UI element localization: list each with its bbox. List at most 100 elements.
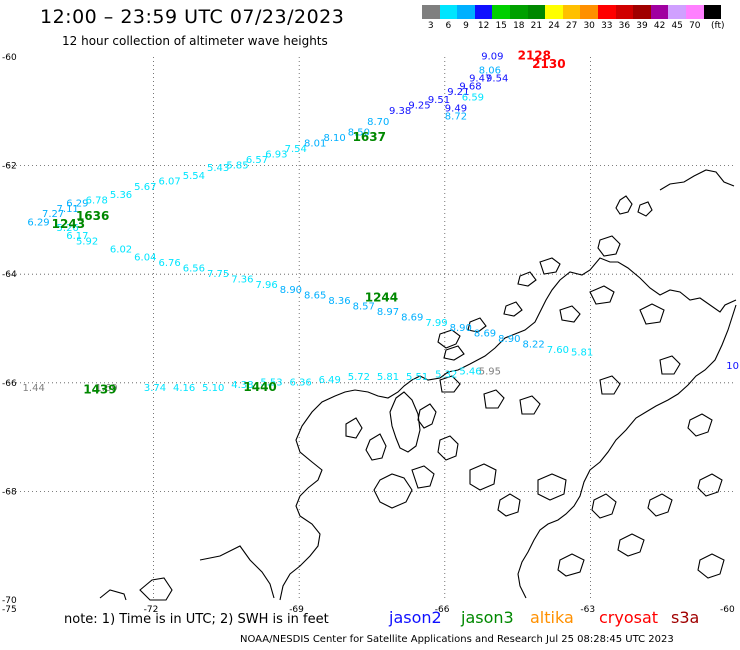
wave-height-value: 9.09: [481, 52, 503, 63]
map-subtitle: 12 hour collection of altimeter wave hei…: [62, 34, 328, 48]
wave-height-value: 9.68: [459, 82, 481, 93]
legend-swatch: [527, 5, 546, 19]
legend-swatch: [457, 5, 475, 19]
wave-height-value: 8.50: [348, 128, 370, 139]
legend-swatch: [615, 5, 634, 19]
wave-height-value: 9.21: [447, 87, 469, 98]
footer-note: note: 1) Time is in UTC; 2) SWH is in fe…: [64, 612, 329, 627]
footer-credit: NOAA/NESDIS Center for Satellite Applica…: [240, 634, 674, 645]
wave-height-value: 7.54: [285, 144, 307, 155]
wave-height-value: 9.47: [469, 73, 491, 84]
wave-height-value: 5.72: [348, 372, 370, 383]
wave-height-value: 7.27: [42, 209, 64, 220]
pass-time-label: 1243: [52, 217, 85, 231]
wave-height-value: 6.29: [66, 198, 88, 209]
legend-level-label: 27: [565, 21, 578, 31]
wave-height-value: 6.57: [246, 155, 268, 166]
lon-tick-label: -60: [720, 605, 735, 615]
wave-height-value: 6.36: [289, 378, 311, 389]
wave-height-value: 8.06: [479, 65, 501, 76]
legend-swatch: [580, 5, 598, 19]
color-legend: [422, 5, 722, 19]
wave-height-value: 5.81: [571, 348, 593, 359]
legend-swatch: [633, 5, 651, 19]
legend-level-label: 39: [636, 21, 648, 31]
wave-height-value: 5.26: [57, 223, 79, 234]
wave-height-value: 3.74: [144, 383, 166, 394]
legend-unit: (ft): [711, 21, 725, 31]
wave-height-value: 5.67: [134, 182, 156, 193]
wave-height-value: 7.99: [425, 318, 447, 329]
satellite-legend-item: jason2: [389, 608, 442, 627]
legend-swatch: [685, 5, 704, 19]
wave-height-value: 8.69: [401, 312, 423, 323]
pass-time-label: 1244: [365, 290, 398, 304]
satellite-legend-item: cryosat: [599, 608, 659, 627]
pass-time-label: 2128: [518, 49, 551, 63]
coastline: [99, 169, 737, 601]
lat-tick-label: -64: [2, 270, 17, 280]
wave-height-value: 8.72: [445, 111, 467, 122]
wave-height-value: 5.43: [207, 163, 229, 174]
legend-level-label: 36: [618, 21, 631, 31]
wave-height-value: 6.93: [265, 149, 287, 160]
wave-height-value: 6.07: [158, 177, 180, 188]
lat-tick-label: -62: [2, 162, 17, 172]
legend-level-label: 9: [463, 21, 469, 31]
wave-height-value: 8.65: [304, 291, 326, 302]
legend-level-label: 24: [548, 21, 560, 31]
graticule: [8, 57, 736, 600]
pass-time-label: 1439: [83, 383, 116, 397]
legend-swatch: [597, 5, 616, 19]
lat-tick-label: -70: [2, 596, 17, 606]
wave-height-value: 5.53: [260, 378, 282, 389]
satellite-legend-item: s3a: [671, 608, 700, 627]
lat-tick-label: -60: [2, 53, 17, 63]
wave-height-value: 8.90: [280, 285, 302, 296]
axis-tick-labels: -60 -62 -64 -66 -68 -70-75 -72 -69 -66 -63 -60: [2, 53, 735, 615]
wave-height-value: 8.57: [353, 301, 375, 312]
wave-height-value: 7.96: [256, 280, 278, 291]
lon-tick-label: -72: [144, 605, 159, 615]
wave-height-value: 5.54: [183, 171, 205, 182]
legend-level-label: 3: [427, 21, 434, 31]
legend-level-label: 15: [495, 21, 507, 31]
wave-height-value: 6.49: [319, 375, 341, 386]
wave-height-value: 6.78: [86, 196, 108, 207]
legend-swatch: [422, 5, 440, 19]
wave-height-value: 9.38: [389, 106, 411, 117]
wave-height-value: 10.: [726, 361, 740, 372]
wave-height-value: 7.11: [57, 204, 79, 215]
legend-level-label: 45: [671, 21, 683, 31]
wave-height-value: 5.51: [406, 372, 428, 383]
lon-tick-label: -63: [580, 605, 595, 615]
wave-height-value: 9.51: [428, 95, 450, 106]
lon-tick-label: -66: [435, 605, 450, 615]
pass-time-label: 1637: [353, 130, 386, 144]
satellite-legend-item: altika: [530, 608, 574, 627]
legend-swatch: [474, 5, 493, 19]
legend-level-label: 6: [445, 21, 452, 31]
wave-height-value: 5.32: [435, 369, 457, 380]
legend-swatch: [668, 5, 686, 19]
wave-height-value: 8.10: [323, 133, 345, 144]
wave-height-value: 1.69: [95, 383, 117, 394]
wave-height-value: 6.02: [110, 244, 132, 255]
wave-height-value: 5.95: [479, 367, 501, 378]
wave-height-value: 1.44: [23, 383, 45, 394]
legend-swatch: [562, 5, 581, 19]
satellite-legend-item: jason3: [461, 608, 514, 627]
wave-height-value: 5.92: [76, 236, 98, 247]
wave-height-value: 4.38: [231, 380, 253, 391]
legend-swatch: [492, 5, 510, 19]
wave-height-value: 7.75: [207, 269, 229, 280]
legend-level-label: 42: [653, 21, 666, 31]
wave-height-value: 5.85: [226, 160, 248, 171]
wave-height-value: 6.04: [134, 253, 156, 264]
wave-height-value: 4.16: [173, 383, 195, 394]
wave-height-value: 7.60: [547, 345, 569, 356]
legend-level-label: 12: [477, 21, 490, 31]
wave-height-value: 8.69: [474, 329, 496, 340]
legend-swatch: [509, 5, 528, 19]
